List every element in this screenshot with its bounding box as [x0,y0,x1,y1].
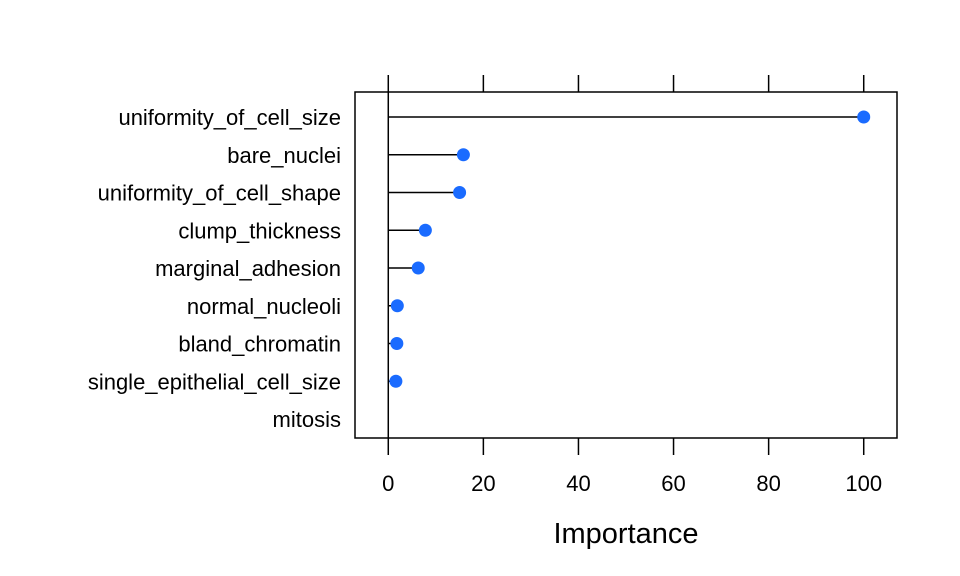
y-category-label: uniformity_of_cell_shape [98,181,341,206]
x-tick-labels: 0 20 40 60 80 100 [382,471,882,496]
importance-point [857,110,871,124]
importance-point [390,337,404,350]
x-tick-label: 60 [661,471,685,496]
x-tick-label: 100 [845,471,882,496]
y-category-label: bare_nuclei [227,143,341,168]
importance-point [456,148,470,162]
importance-point [453,186,467,199]
y-category-labels: uniformity_of_cell_size bare_nucleiunifor… [88,105,341,432]
importance-points [389,110,871,388]
importance-point [390,299,404,313]
bottom-axis-ticks [387,438,865,455]
x-tick-label: 80 [756,471,780,496]
x-axis-title: Importance [553,518,698,550]
importance-point [389,374,403,388]
x-tick-label: 20 [471,471,495,496]
y-category-label: uniformity_of_cell_size [118,105,341,130]
y-category-label: bland_chromatin [178,332,341,357]
plot-frame [354,91,898,439]
y-category-label: marginal_adhesion [155,256,341,281]
x-tick-label: 40 [566,471,590,496]
y-category-label: clump_thickness [178,218,341,243]
y-category-label: mitosis [273,407,341,432]
x-tick-label: 0 [382,471,394,496]
importance-point [418,223,432,237]
importance-stems [388,116,864,382]
top-axis-ticks [387,75,865,92]
y-category-label: single_epithelial_cell_size [88,369,341,394]
importance-point [411,261,425,275]
y-category-label: normal_nucleoli [187,294,341,319]
